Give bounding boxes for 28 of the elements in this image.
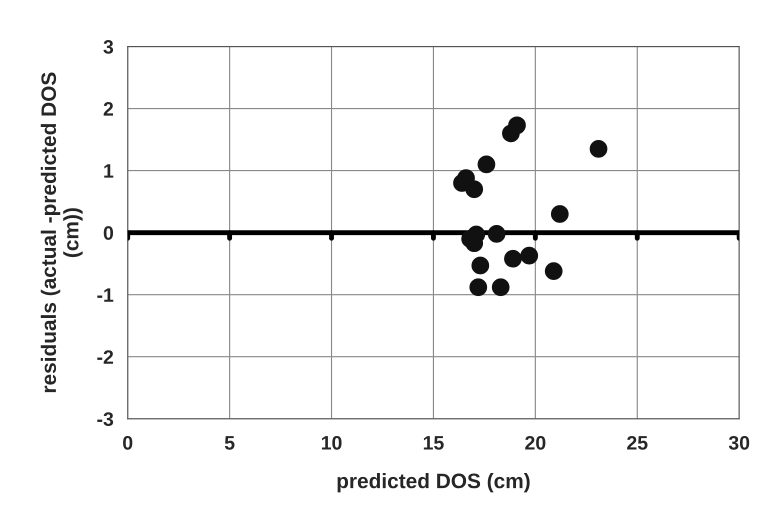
y-tick-label: 1 [104,164,114,178]
x-tick-label: 15 [424,436,444,450]
point [465,180,484,198]
x-tick-label: 10 [322,436,342,450]
x-tick-label: 5 [224,436,234,450]
point [488,225,506,243]
point [492,278,510,296]
point [471,256,490,274]
y-tick-label: -1 [97,288,114,302]
point [508,116,526,134]
point [469,278,488,296]
x-axis-title: predicted DOS (cm) [338,473,530,492]
y-tick-label: 2 [104,102,114,116]
point [504,250,522,268]
x-tick-label: 0 [123,436,132,450]
point [590,140,608,158]
point [544,262,563,280]
point [550,205,569,223]
x-tick-label: 30 [728,436,750,450]
x-tick-label: 20 [525,436,546,450]
point [478,156,496,174]
y-axis-title: residuals (actual -predicted DOS (cm)) [40,72,83,392]
point [520,246,538,264]
y-tick-label: 3 [103,40,114,54]
y-tick-label: 0 [104,226,114,240]
x-tick-label: 25 [627,436,648,450]
y-tick-label: -2 [97,350,114,364]
y-tick-label: -3 [97,412,114,426]
